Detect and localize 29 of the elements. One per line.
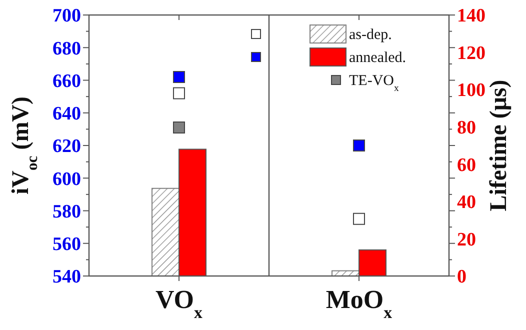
x-tick-label: MoO$_{x}$ (326, 285, 393, 322)
y2-tick-label: 120 (457, 42, 486, 64)
y2-tick-label: 100 (457, 80, 486, 102)
point (353, 212, 365, 225)
legend-label: as-dep. (349, 27, 392, 43)
y-tick-label: 700 (52, 6, 81, 27)
point (173, 87, 185, 100)
legend-label: annealed. (349, 50, 406, 66)
y-tick-label: 680 (52, 38, 81, 60)
y-tick-label: 600 (52, 168, 81, 190)
point (173, 70, 185, 83)
y-tick-label: 640 (52, 104, 81, 125)
legend-label: TE-VO$_{x}$ (349, 73, 399, 94)
y-tick-label: 660 (52, 70, 81, 92)
x-tick-label: VO$_{x}$ (156, 285, 204, 322)
y-tick-label: 620 (52, 136, 81, 158)
y2-tick-label: 20 (457, 229, 476, 250)
y2-tick-label: 80 (457, 118, 476, 139)
y-tick-label: 560 (52, 234, 81, 256)
y-tick-label: 580 (52, 201, 81, 222)
point (353, 140, 365, 152)
y2-tick-label: 60 (457, 154, 476, 176)
y2-tick-label: 40 (457, 192, 476, 214)
y2-axis-title: Lifetime (μs) (486, 80, 512, 212)
bar (152, 188, 180, 276)
point (173, 122, 185, 134)
y2-tick-label: 140 (457, 6, 486, 27)
y-tick-label: 540 (52, 266, 81, 288)
y2-tick-label: 0 (457, 266, 466, 288)
